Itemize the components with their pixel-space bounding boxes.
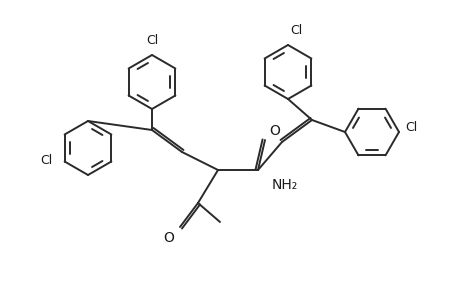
Text: Cl: Cl: [146, 34, 158, 47]
Text: NH₂: NH₂: [271, 178, 297, 192]
Text: Cl: Cl: [41, 154, 53, 166]
Text: O: O: [269, 124, 279, 138]
Text: Cl: Cl: [404, 121, 416, 134]
Text: O: O: [163, 231, 174, 245]
Text: Cl: Cl: [289, 24, 302, 37]
